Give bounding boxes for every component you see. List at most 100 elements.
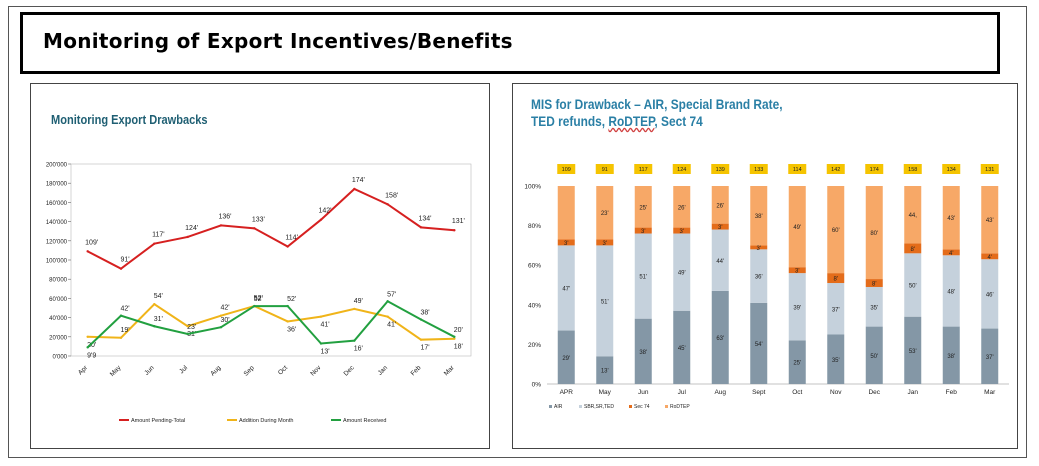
data-label: 13': [320, 349, 329, 356]
data-label: 49': [354, 298, 363, 305]
segment-label: 39': [793, 305, 801, 311]
total-label: 133: [754, 167, 763, 173]
segment-label: 3': [795, 269, 799, 275]
segment-label: 43': [947, 216, 955, 222]
segment-label: 25': [793, 361, 801, 367]
total-badge: [903, 164, 922, 174]
data-point: [186, 325, 189, 328]
data-point: [286, 320, 289, 323]
y-tick-label: 80'000: [49, 278, 67, 284]
x-tick-label: May: [109, 364, 123, 378]
y-tick-label: 100%: [524, 184, 541, 191]
x-tick-label: Mar: [443, 364, 456, 377]
x-tick-label: Feb: [946, 389, 958, 396]
y-tick-label: 180'000: [46, 182, 68, 188]
x-tick-label: APR: [560, 389, 574, 396]
series-line: [86, 300, 455, 349]
y-tick-label: 140'000: [46, 220, 68, 226]
data-label: 42': [220, 305, 229, 312]
data-label: 54': [154, 293, 163, 300]
bar-segment: [557, 186, 575, 240]
legend-label: Amount Pending-Total: [131, 418, 185, 424]
legend-label: SBR,SR,TED: [584, 404, 614, 410]
data-point: [319, 218, 323, 221]
y-tick-label: 200'000: [46, 163, 68, 169]
segment-label: 38': [639, 350, 647, 356]
total-badge: [942, 164, 961, 174]
x-tick-label: Feb: [410, 364, 423, 377]
x-tick-label: Sept: [752, 389, 766, 396]
total-label: 109: [562, 167, 571, 173]
bar-segment: [750, 302, 768, 384]
segment-label: 38': [947, 354, 955, 360]
data-label: 114': [285, 235, 298, 242]
data-point: [153, 302, 156, 306]
x-tick-label: Jul: [678, 389, 687, 396]
data-point: [153, 242, 156, 245]
bar-segment: [673, 227, 691, 234]
x-tick-label: Oct: [277, 364, 289, 376]
legend-label: Addition During Month: [239, 418, 293, 424]
bar-segment: [942, 249, 960, 256]
bar-chart-title: MIS for Drawback – AIR, Special Brand Ra…: [531, 96, 783, 130]
bar-segment: [788, 340, 806, 384]
bar-segment: [673, 310, 691, 384]
data-point: [386, 300, 389, 303]
bar-chart-title-line1: MIS for Drawback – AIR, Special Brand Ra…: [531, 96, 783, 112]
x-tick-label: Jan: [377, 364, 390, 377]
total-label: 117: [639, 167, 648, 173]
bar-segment: [596, 239, 614, 246]
data-point: [353, 187, 356, 191]
data-label: 174': [352, 177, 365, 184]
data-point: [119, 267, 123, 270]
x-tick-label: May: [599, 389, 612, 396]
bar-segment: [865, 279, 883, 287]
segment-label: 3': [718, 225, 722, 231]
bar-segment: [634, 227, 652, 234]
total-label: 134: [947, 167, 956, 173]
segment-label: 37': [832, 307, 840, 313]
total-badge: [788, 164, 807, 174]
data-label: 31': [187, 331, 196, 338]
series-line: [87, 187, 455, 270]
total-label: 158: [908, 167, 917, 173]
x-tick-label: Nov: [309, 364, 323, 378]
data-point: [419, 318, 423, 321]
segment-label: 47': [562, 286, 570, 292]
segment-label: 51': [601, 299, 609, 305]
segment-label: 44,: [909, 213, 918, 219]
segment-label: 44': [716, 259, 724, 265]
data-label: 41': [320, 322, 329, 329]
bar-segment: [634, 186, 652, 228]
legend-swatch: [579, 405, 582, 408]
segment-label: 63': [716, 336, 724, 342]
segment-label: 4': [949, 251, 953, 257]
data-label: 38': [420, 310, 429, 317]
segment-label: 46': [986, 292, 994, 298]
data-point: [186, 235, 189, 239]
segment-label: 23': [601, 211, 609, 217]
data-label: 20': [87, 342, 96, 349]
total-badge: [711, 164, 730, 174]
y-tick-label: 0%: [532, 382, 542, 389]
y-tick-label: 60%: [528, 263, 541, 270]
segment-label: 50': [870, 354, 878, 360]
data-label: 134': [418, 215, 431, 222]
title-box: Monitoring of Export Incentives/Benefits: [20, 12, 1000, 74]
bar-segment: [557, 330, 575, 384]
legend-swatch: [549, 405, 552, 408]
bar-segment: [634, 233, 652, 319]
data-label: 42': [120, 306, 129, 313]
bar-segment: [942, 326, 960, 384]
segment-label: 29': [562, 356, 570, 362]
data-point: [253, 304, 256, 308]
segment-label: 49': [793, 225, 801, 231]
data-point: [86, 346, 89, 349]
bar-segment: [827, 334, 845, 384]
data-label: 41': [387, 322, 396, 329]
segment-label: 43': [986, 218, 994, 224]
data-label: 23': [187, 324, 196, 331]
x-tick-label: Jan: [908, 389, 919, 396]
data-point: [253, 227, 256, 230]
bar-segment: [865, 286, 883, 327]
